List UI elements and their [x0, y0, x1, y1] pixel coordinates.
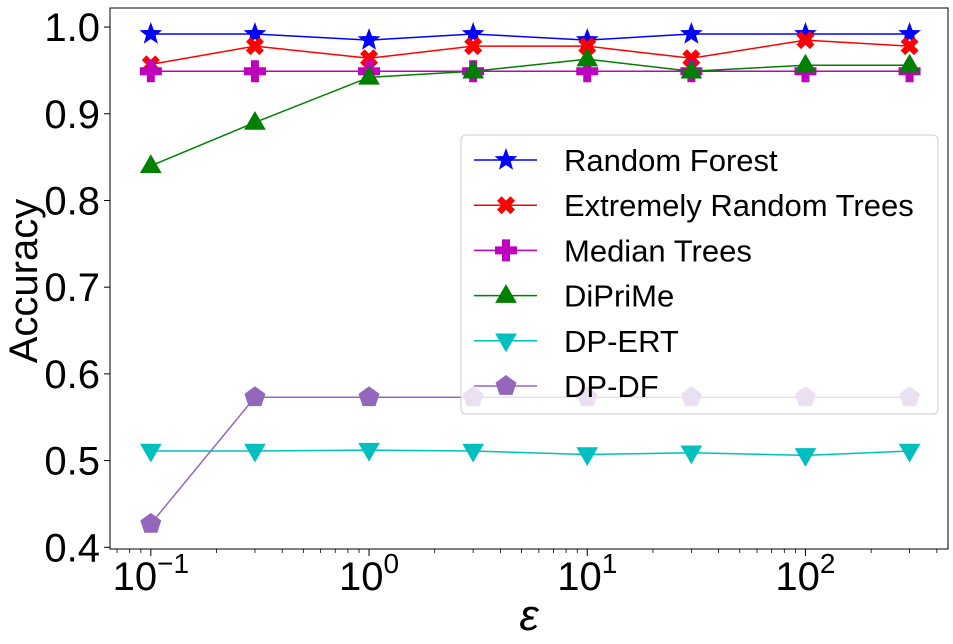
data-point — [898, 22, 921, 44]
data-point — [794, 22, 817, 44]
data-point — [244, 443, 266, 463]
data-point — [357, 28, 381, 50]
y-tick-label: 0.6 — [44, 353, 100, 397]
legend-label: Median Trees — [564, 233, 752, 268]
data-point — [575, 28, 599, 50]
data-point — [244, 386, 266, 407]
data-point — [140, 512, 162, 533]
series-4 — [140, 442, 921, 467]
legend-label: Extremely Random Trees — [564, 188, 914, 223]
x-tick-label: 101 — [557, 548, 617, 599]
data-point — [139, 22, 163, 44]
legend-marker — [495, 239, 517, 262]
data-point — [796, 31, 815, 50]
legend-item-4: DP-ERT — [474, 324, 679, 359]
legend-label: DiPriMe — [564, 279, 674, 314]
legend-item-1: Extremely Random Trees — [474, 188, 914, 223]
y-tick-label: 0.4 — [44, 526, 100, 570]
data-point — [680, 59, 703, 79]
data-point — [680, 445, 703, 465]
data-point — [576, 47, 599, 67]
data-point — [245, 37, 264, 56]
legend-marker — [497, 196, 515, 215]
data-point — [461, 22, 485, 44]
legend-label: DP-DF — [564, 369, 659, 404]
data-point — [578, 37, 597, 56]
series-0 — [139, 22, 921, 50]
data-point — [243, 22, 267, 44]
data-point — [358, 65, 380, 85]
legend-label: Random Forest — [564, 143, 778, 178]
legend-item-3: DiPriMe — [474, 279, 674, 314]
data-point — [358, 386, 380, 407]
x-tick-label: 102 — [775, 548, 835, 599]
series-line — [150, 39, 910, 66]
y-tick-label: 0.5 — [44, 440, 100, 484]
y-tick-label: 1.0 — [44, 6, 100, 50]
legend-marker — [495, 284, 517, 303]
series-line — [150, 33, 910, 41]
y-axis-label: Accuracy — [2, 199, 46, 364]
data-point — [462, 59, 484, 79]
x-tick-label: 100 — [339, 548, 399, 599]
data-point — [243, 60, 266, 83]
data-point — [464, 37, 483, 56]
data-point — [140, 154, 162, 174]
data-point — [900, 37, 919, 56]
legend-label: DP-ERT — [564, 324, 679, 359]
series-3 — [140, 47, 921, 174]
y-tick-label: 0.8 — [44, 179, 100, 223]
legend-marker — [495, 375, 517, 395]
data-point — [576, 60, 599, 83]
data-point — [140, 443, 162, 463]
data-point — [244, 110, 266, 130]
data-point — [358, 442, 380, 462]
legend-marker — [495, 333, 517, 353]
legend-item-2: Median Trees — [474, 233, 752, 268]
series-line — [150, 449, 910, 457]
data-point — [679, 22, 703, 44]
legend-box — [460, 134, 939, 415]
x-tick-label: 10−1 — [113, 548, 189, 599]
series-line — [150, 58, 910, 167]
data-point — [898, 443, 921, 463]
data-point — [462, 443, 484, 463]
data-point — [576, 447, 599, 466]
data-point — [794, 448, 817, 467]
axis-ticks: 0.4 0.5 0.6 0.7 0.8 0.9 1.0 10−1 100 101 102 — [44, 6, 938, 599]
data-point — [360, 49, 379, 68]
data-point — [794, 53, 817, 73]
series-line — [150, 396, 910, 525]
legend-marker — [494, 148, 518, 170]
data-point — [682, 49, 701, 68]
y-tick-label: 0.7 — [44, 266, 100, 310]
legend: Random Forest Extremely Random Trees Media… — [460, 134, 939, 415]
plot-frame — [109, 7, 949, 550]
legend-item-5: DP-DF — [474, 369, 659, 404]
x-axis-label: ε — [519, 591, 539, 640]
data-point — [139, 60, 162, 83]
legend-item-0: Random Forest — [474, 143, 778, 178]
y-tick-label: 0.9 — [44, 93, 100, 137]
data-point — [898, 53, 921, 73]
series-1 — [141, 31, 919, 74]
